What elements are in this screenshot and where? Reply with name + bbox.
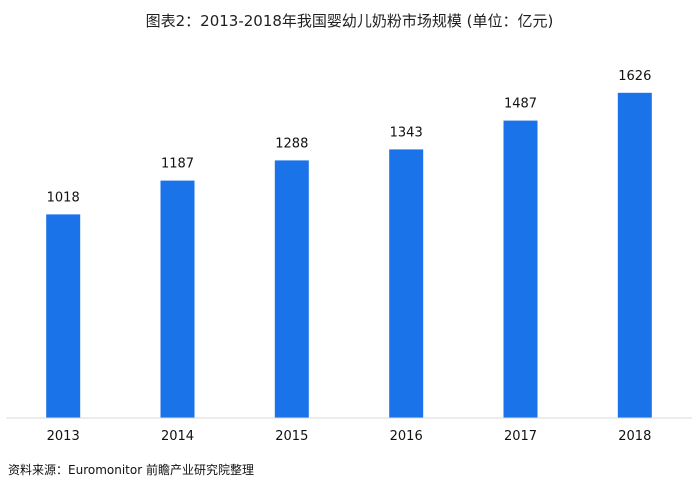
- bar-2017: [503, 120, 538, 418]
- bars-layer: [46, 92, 652, 419]
- bar-2018: [617, 92, 652, 419]
- x-tick-label-2017: 2017: [504, 429, 537, 444]
- x-tick-label-2018: 2018: [618, 429, 651, 444]
- data-label-2016: 1343: [390, 125, 423, 140]
- chart-title: 图表2：2013-2018年我国婴幼儿奶粉市场规模 (单位：亿元): [145, 12, 554, 30]
- labels-layer: 1018 2013 1187 2014 1288 2015 1343 2016 1487 2017…: [47, 69, 652, 444]
- data-label-2017: 1487: [504, 97, 537, 112]
- x-tick-label-2014: 2014: [161, 429, 194, 444]
- x-tick-label-2013: 2013: [47, 429, 80, 444]
- data-label-2015: 1288: [275, 136, 308, 151]
- x-tick-label-2016: 2016: [390, 429, 423, 444]
- x-tick-label-2015: 2015: [275, 429, 308, 444]
- data-label-2013: 1018: [47, 190, 80, 205]
- bar-2014: [160, 180, 195, 418]
- bar-2013: [46, 214, 81, 418]
- source-note: 资料来源：Euromonitor 前瞻产业研究院整理: [8, 463, 254, 477]
- data-label-2018: 1626: [618, 69, 651, 84]
- bar-2016: [389, 149, 424, 418]
- data-label-2014: 1187: [161, 157, 194, 172]
- bar-2015: [274, 160, 309, 418]
